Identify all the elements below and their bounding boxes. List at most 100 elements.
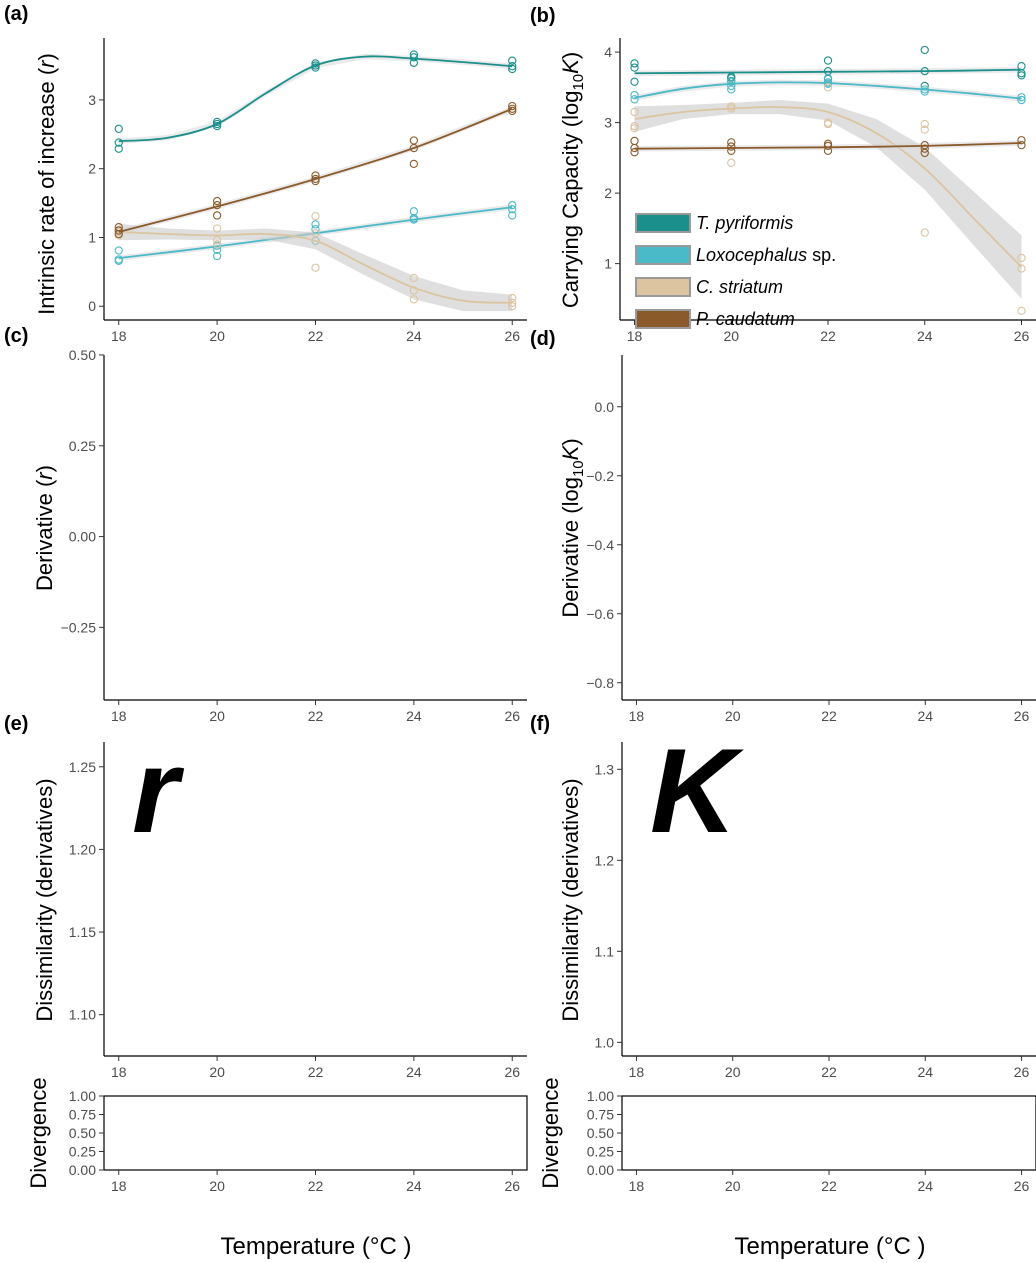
panel-2: 18 20 22 24 26 1 2 3 4 (b) Carrying Capacity (log1…	[530, 5, 1036, 344]
y-axis-title: Derivative (r)	[32, 465, 57, 591]
y-tick-label: −0.2	[586, 468, 614, 484]
panel-7: 18 20 22 24 26 1.00 0.75 0.50 0.25 0.00 Divergence	[26, 1077, 528, 1194]
y-tick-label: 1.3	[595, 761, 615, 777]
data-point	[823, 83, 833, 92]
confidence-band	[118, 223, 513, 312]
y-tick-label: 2	[88, 161, 96, 177]
panel-3: 18 20 22 24 26 0.50 0.25 0.00 −0.25 (c) Derivative…	[4, 325, 527, 724]
data-point	[630, 95, 639, 104]
data-point	[920, 87, 929, 96]
fit-line	[634, 68, 1022, 75]
x-tick-label: 18	[111, 328, 127, 344]
y-tick-label: 0.00	[587, 1162, 614, 1178]
ylabel-text: )	[558, 438, 583, 445]
y-axis-title: Derivative (log10K)	[558, 438, 587, 617]
legend-swatch	[635, 309, 691, 329]
x-tick-label: 20	[209, 328, 225, 344]
y-tick-label: 3	[88, 92, 96, 108]
y-tick-label: 1.1	[595, 943, 615, 959]
y-tick-label: 1	[604, 256, 612, 272]
y-tick-label: 0.75	[587, 1107, 614, 1123]
x-tick-label: 18	[629, 1064, 645, 1080]
data-point	[920, 144, 929, 153]
x-tick-label: 22	[820, 328, 836, 344]
data-point	[1017, 93, 1026, 102]
y-tick-label: 0.00	[69, 1162, 96, 1178]
y-axis-title: Divergence	[538, 1077, 563, 1188]
data-point	[409, 273, 419, 283]
panel-6: 18 20 22 24 26 1.3 1.2 1.1 1.0 (f) Dissimilarity (…	[530, 713, 1036, 1080]
data-point	[409, 143, 419, 153]
legend-swatch	[635, 277, 691, 297]
y-tick-label: 1.10	[69, 1007, 96, 1023]
data-point	[508, 106, 517, 116]
data-point	[212, 240, 222, 249]
y-tick-label: 0.25	[587, 1144, 614, 1160]
panel-annotation: r	[132, 724, 185, 858]
ylabel-text: )	[32, 465, 57, 472]
x-tick-label: 26	[504, 1064, 520, 1080]
x-tick-label: 24	[917, 1178, 933, 1194]
data-point	[920, 141, 929, 150]
y-tick-label: 0.25	[69, 438, 96, 454]
data-point	[630, 107, 639, 117]
x-tick-label: 24	[917, 1064, 933, 1080]
x-tick-label: 18	[627, 328, 643, 344]
data-point	[409, 286, 419, 295]
panel-letter: (a)	[4, 3, 28, 25]
data-point	[114, 226, 123, 235]
confidence-band	[634, 100, 1022, 299]
panel-annotation: K	[650, 724, 744, 858]
y-tick-label: −0.4	[586, 537, 614, 553]
ylabel-text: )	[34, 53, 59, 60]
data-point	[212, 121, 222, 131]
data-point	[409, 207, 419, 216]
data-point	[114, 256, 123, 265]
data-point	[409, 215, 419, 224]
data-point	[920, 66, 929, 76]
legend-label: P. caudatum	[696, 309, 795, 329]
x-tick-label: 26	[504, 708, 520, 724]
data-point	[1017, 264, 1026, 273]
data-point	[114, 229, 123, 239]
data-point	[311, 63, 320, 72]
data-point	[311, 176, 320, 186]
data-point	[727, 102, 736, 111]
data-point	[311, 229, 320, 238]
y-tick-label: 1.00	[587, 1088, 614, 1104]
data-point	[311, 263, 320, 272]
panel-1: 18 20 22 24 26 0 1 2 3 (a) Intrinsic rate of incre…	[4, 3, 527, 344]
x-tick-label: 22	[308, 328, 324, 344]
y-tick-label: 0.50	[69, 1125, 96, 1141]
data-point	[212, 245, 222, 254]
data-point	[727, 77, 736, 86]
legend-label: Loxocephalus sp.	[696, 245, 836, 265]
data-point	[311, 171, 320, 180]
data-layer	[630, 45, 1026, 315]
y-tick-label: −0.8	[586, 675, 614, 691]
x-tick-label: 20	[209, 1178, 225, 1194]
data-point	[311, 220, 320, 229]
data-point	[114, 144, 123, 153]
x-tick-label: 20	[725, 1064, 741, 1080]
ylabel-italic: K	[558, 58, 583, 74]
x-tick-label: 20	[723, 328, 739, 344]
x-tick-label: 18	[111, 1064, 127, 1080]
x-tick-label: 24	[917, 328, 933, 344]
y-tick-label: 3	[604, 115, 612, 131]
data-point	[114, 246, 123, 255]
y-tick-label: 2	[604, 185, 612, 201]
data-point	[1017, 95, 1026, 105]
ylabel-subscript: 10	[570, 74, 587, 91]
x-tick-label: 24	[917, 708, 933, 724]
panel-letter: (f)	[530, 713, 550, 735]
data-point	[508, 101, 517, 111]
data-point	[1017, 141, 1026, 150]
panel-frame	[103, 1095, 528, 1171]
data-point	[920, 45, 929, 55]
y-axis-title: Dissimilarity (derivatives)	[558, 778, 583, 1021]
data-point	[727, 104, 736, 113]
data-point	[508, 56, 517, 65]
data-point	[508, 293, 517, 303]
